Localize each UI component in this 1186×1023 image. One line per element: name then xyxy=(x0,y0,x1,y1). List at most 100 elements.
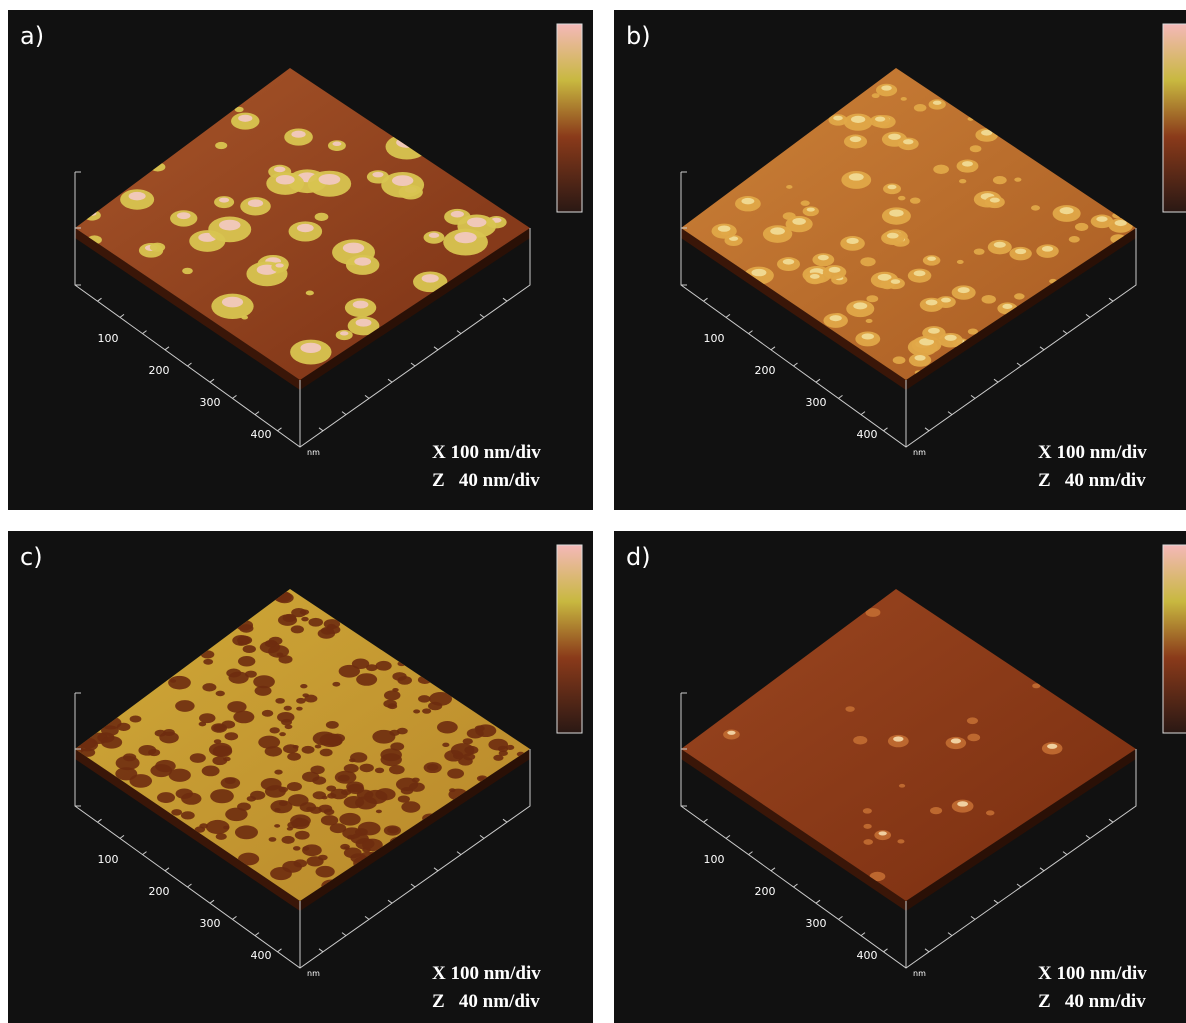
tick-mark xyxy=(794,363,798,366)
tick-label: 200 xyxy=(149,885,170,898)
afm-panel: 100200300400nmd)X 100 nm/divZ 40 nm/div xyxy=(614,531,1186,1023)
surface-feature xyxy=(275,698,285,704)
scale-text: X 100 nm/div xyxy=(432,442,541,463)
surface-feature xyxy=(865,608,880,617)
surface-feature xyxy=(933,165,949,174)
tick-mark xyxy=(278,949,282,952)
surface-feature xyxy=(324,809,335,815)
surface-feature xyxy=(390,742,404,750)
tick-mark xyxy=(210,379,214,382)
tick-label: 200 xyxy=(755,885,776,898)
feature-highlight xyxy=(219,220,240,231)
surface-feature xyxy=(384,825,401,835)
tick-mark xyxy=(411,884,415,887)
surface-feature xyxy=(282,836,295,844)
tick-mark xyxy=(120,835,124,838)
feature-highlight xyxy=(770,227,785,234)
surface-feature xyxy=(356,673,377,686)
surface-feature xyxy=(1075,223,1088,231)
surface-feature xyxy=(301,617,308,621)
surface-feature xyxy=(308,618,323,627)
feature-highlight xyxy=(846,238,858,244)
surface-feature xyxy=(235,107,244,112)
surface-feature xyxy=(199,722,207,727)
surface-feature xyxy=(451,743,475,757)
tick-mark xyxy=(255,412,259,415)
surface-feature xyxy=(863,824,871,829)
tick-mark xyxy=(388,900,392,903)
feature-highlight xyxy=(300,343,321,353)
colorbar xyxy=(557,24,582,212)
surface-feature xyxy=(1069,236,1080,243)
tick-mark xyxy=(480,835,484,838)
surface-feature xyxy=(355,796,377,809)
surface-feature xyxy=(190,753,206,763)
feature-highlight xyxy=(888,185,897,189)
surface-feature xyxy=(786,185,792,189)
feature-highlight xyxy=(1015,249,1026,255)
feature-highlight xyxy=(888,134,901,140)
unit-label: nm xyxy=(307,969,320,978)
surface-feature xyxy=(344,764,359,773)
surface-feature xyxy=(967,717,978,724)
surface-feature xyxy=(982,295,996,304)
surface-feature xyxy=(241,315,248,319)
feature-highlight xyxy=(889,209,903,216)
feature-highlight xyxy=(1115,220,1127,226)
surface-feature xyxy=(148,749,160,756)
surface-feature xyxy=(238,656,255,666)
surface-feature xyxy=(150,243,165,252)
surface-feature xyxy=(321,627,334,635)
surface-feature xyxy=(316,866,335,878)
tick-mark xyxy=(342,933,346,936)
colorbar xyxy=(557,545,582,733)
feature-highlight xyxy=(933,101,942,105)
surface-feature xyxy=(163,729,175,736)
feature-highlight xyxy=(853,302,867,309)
surface-feature xyxy=(1014,293,1024,299)
surface-feature xyxy=(321,815,338,825)
surface-feature xyxy=(150,162,165,171)
tick-mark xyxy=(925,428,929,431)
surface-feature xyxy=(225,808,247,821)
tick-mark xyxy=(1063,852,1067,855)
tick-mark xyxy=(480,314,484,317)
surface-feature xyxy=(315,745,322,749)
surface-feature xyxy=(893,356,906,364)
surface-feature xyxy=(914,104,927,112)
tick-mark xyxy=(971,916,975,919)
tick-mark xyxy=(143,331,147,334)
surface-feature xyxy=(974,248,985,254)
feature-highlight xyxy=(297,224,314,232)
tick-mark xyxy=(319,428,323,431)
surface-feature xyxy=(237,636,252,645)
surface-feature xyxy=(899,784,905,788)
panel-label: c) xyxy=(20,543,43,571)
surface-feature xyxy=(898,196,905,200)
feature-highlight xyxy=(990,198,1000,203)
feature-highlight xyxy=(219,198,229,203)
surface-feature xyxy=(866,319,873,323)
tick-mark xyxy=(210,900,214,903)
feature-highlight xyxy=(891,279,900,284)
surface-feature xyxy=(202,766,220,777)
surface-feature xyxy=(302,746,315,754)
tick-mark xyxy=(839,395,843,398)
tick-mark xyxy=(861,933,865,936)
tick-label: 300 xyxy=(200,396,221,409)
scale-text: Z 40 nm/div xyxy=(1038,991,1146,1012)
feature-highlight xyxy=(945,335,957,341)
feature-highlight xyxy=(467,217,486,227)
tick-mark xyxy=(884,949,888,952)
surface-feature xyxy=(295,831,310,840)
tick-label: 100 xyxy=(704,332,725,345)
scale-text: Z 40 nm/div xyxy=(1038,470,1146,491)
surface-feature xyxy=(801,200,810,206)
surface-feature xyxy=(293,859,307,867)
tick-mark xyxy=(342,412,346,415)
tick-mark xyxy=(365,395,369,398)
feature-highlight xyxy=(291,131,305,138)
surface-feature xyxy=(283,614,297,622)
surface-feature xyxy=(225,732,239,740)
feature-highlight xyxy=(429,233,439,238)
